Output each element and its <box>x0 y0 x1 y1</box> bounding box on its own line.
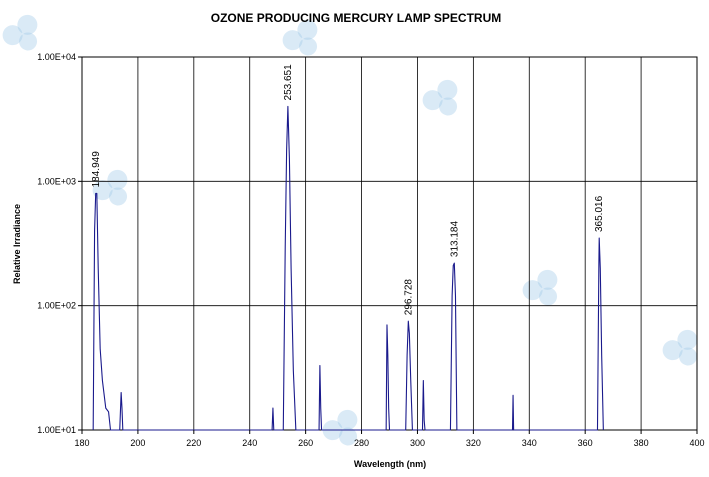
peak-labels: 184.949 253.651 296.728 313.184 365.016 <box>91 64 605 315</box>
x-tick-label: 240 <box>242 438 257 448</box>
peak-label: 184.949 <box>91 151 102 188</box>
watermark-logo <box>662 329 698 366</box>
y-tick-label: 1.00E+02 <box>37 301 76 311</box>
x-tick-label: 340 <box>522 438 537 448</box>
plot-area <box>81 56 698 431</box>
x-tick-label: 320 <box>466 438 481 448</box>
peak-label: 365.016 <box>594 195 605 232</box>
y-tick-label: 1.00E+01 <box>37 425 76 435</box>
watermark-logo <box>282 19 318 56</box>
watermark-logo <box>2 14 38 51</box>
x-tick-label: 300 <box>410 438 425 448</box>
watermark-logo <box>92 169 128 206</box>
y-axis-label: Relative Irradiance <box>12 204 22 284</box>
y-tick-label: 1.00E+03 <box>37 176 76 186</box>
peak-label: 296.728 <box>403 279 414 316</box>
x-tick-label: 360 <box>578 438 593 448</box>
watermark-logo <box>522 269 558 306</box>
x-tick-label: 180 <box>74 438 89 448</box>
peak-label: 253.651 <box>283 64 294 101</box>
peak-label: 313.184 <box>449 221 460 258</box>
x-tick-label: 220 <box>186 438 201 448</box>
grid <box>81 56 698 431</box>
x-tick-label: 200 <box>130 438 145 448</box>
series-layer <box>92 105 604 431</box>
spectrum-line <box>92 105 604 431</box>
x-tick-label: 260 <box>298 438 313 448</box>
x-tick-label: 400 <box>689 438 704 448</box>
chart-title: OZONE PRODUCING MERCURY LAMP SPECTRUM <box>211 11 501 25</box>
x-tick-label: 280 <box>354 438 369 448</box>
x-tick-label: 380 <box>634 438 649 448</box>
watermark-layer <box>2 14 698 446</box>
x-axis-label: Wavelength (nm) <box>354 459 426 469</box>
y-tick-label: 1.00E+04 <box>37 52 76 62</box>
y-axis-ticks: 1.00E+01 1.00E+02 1.00E+03 1.00E+04 <box>37 52 82 435</box>
watermark-logo <box>422 79 458 116</box>
x-axis-ticks: 180 200 220 240 260 280 300 320 340 360 380 400 <box>74 430 705 448</box>
